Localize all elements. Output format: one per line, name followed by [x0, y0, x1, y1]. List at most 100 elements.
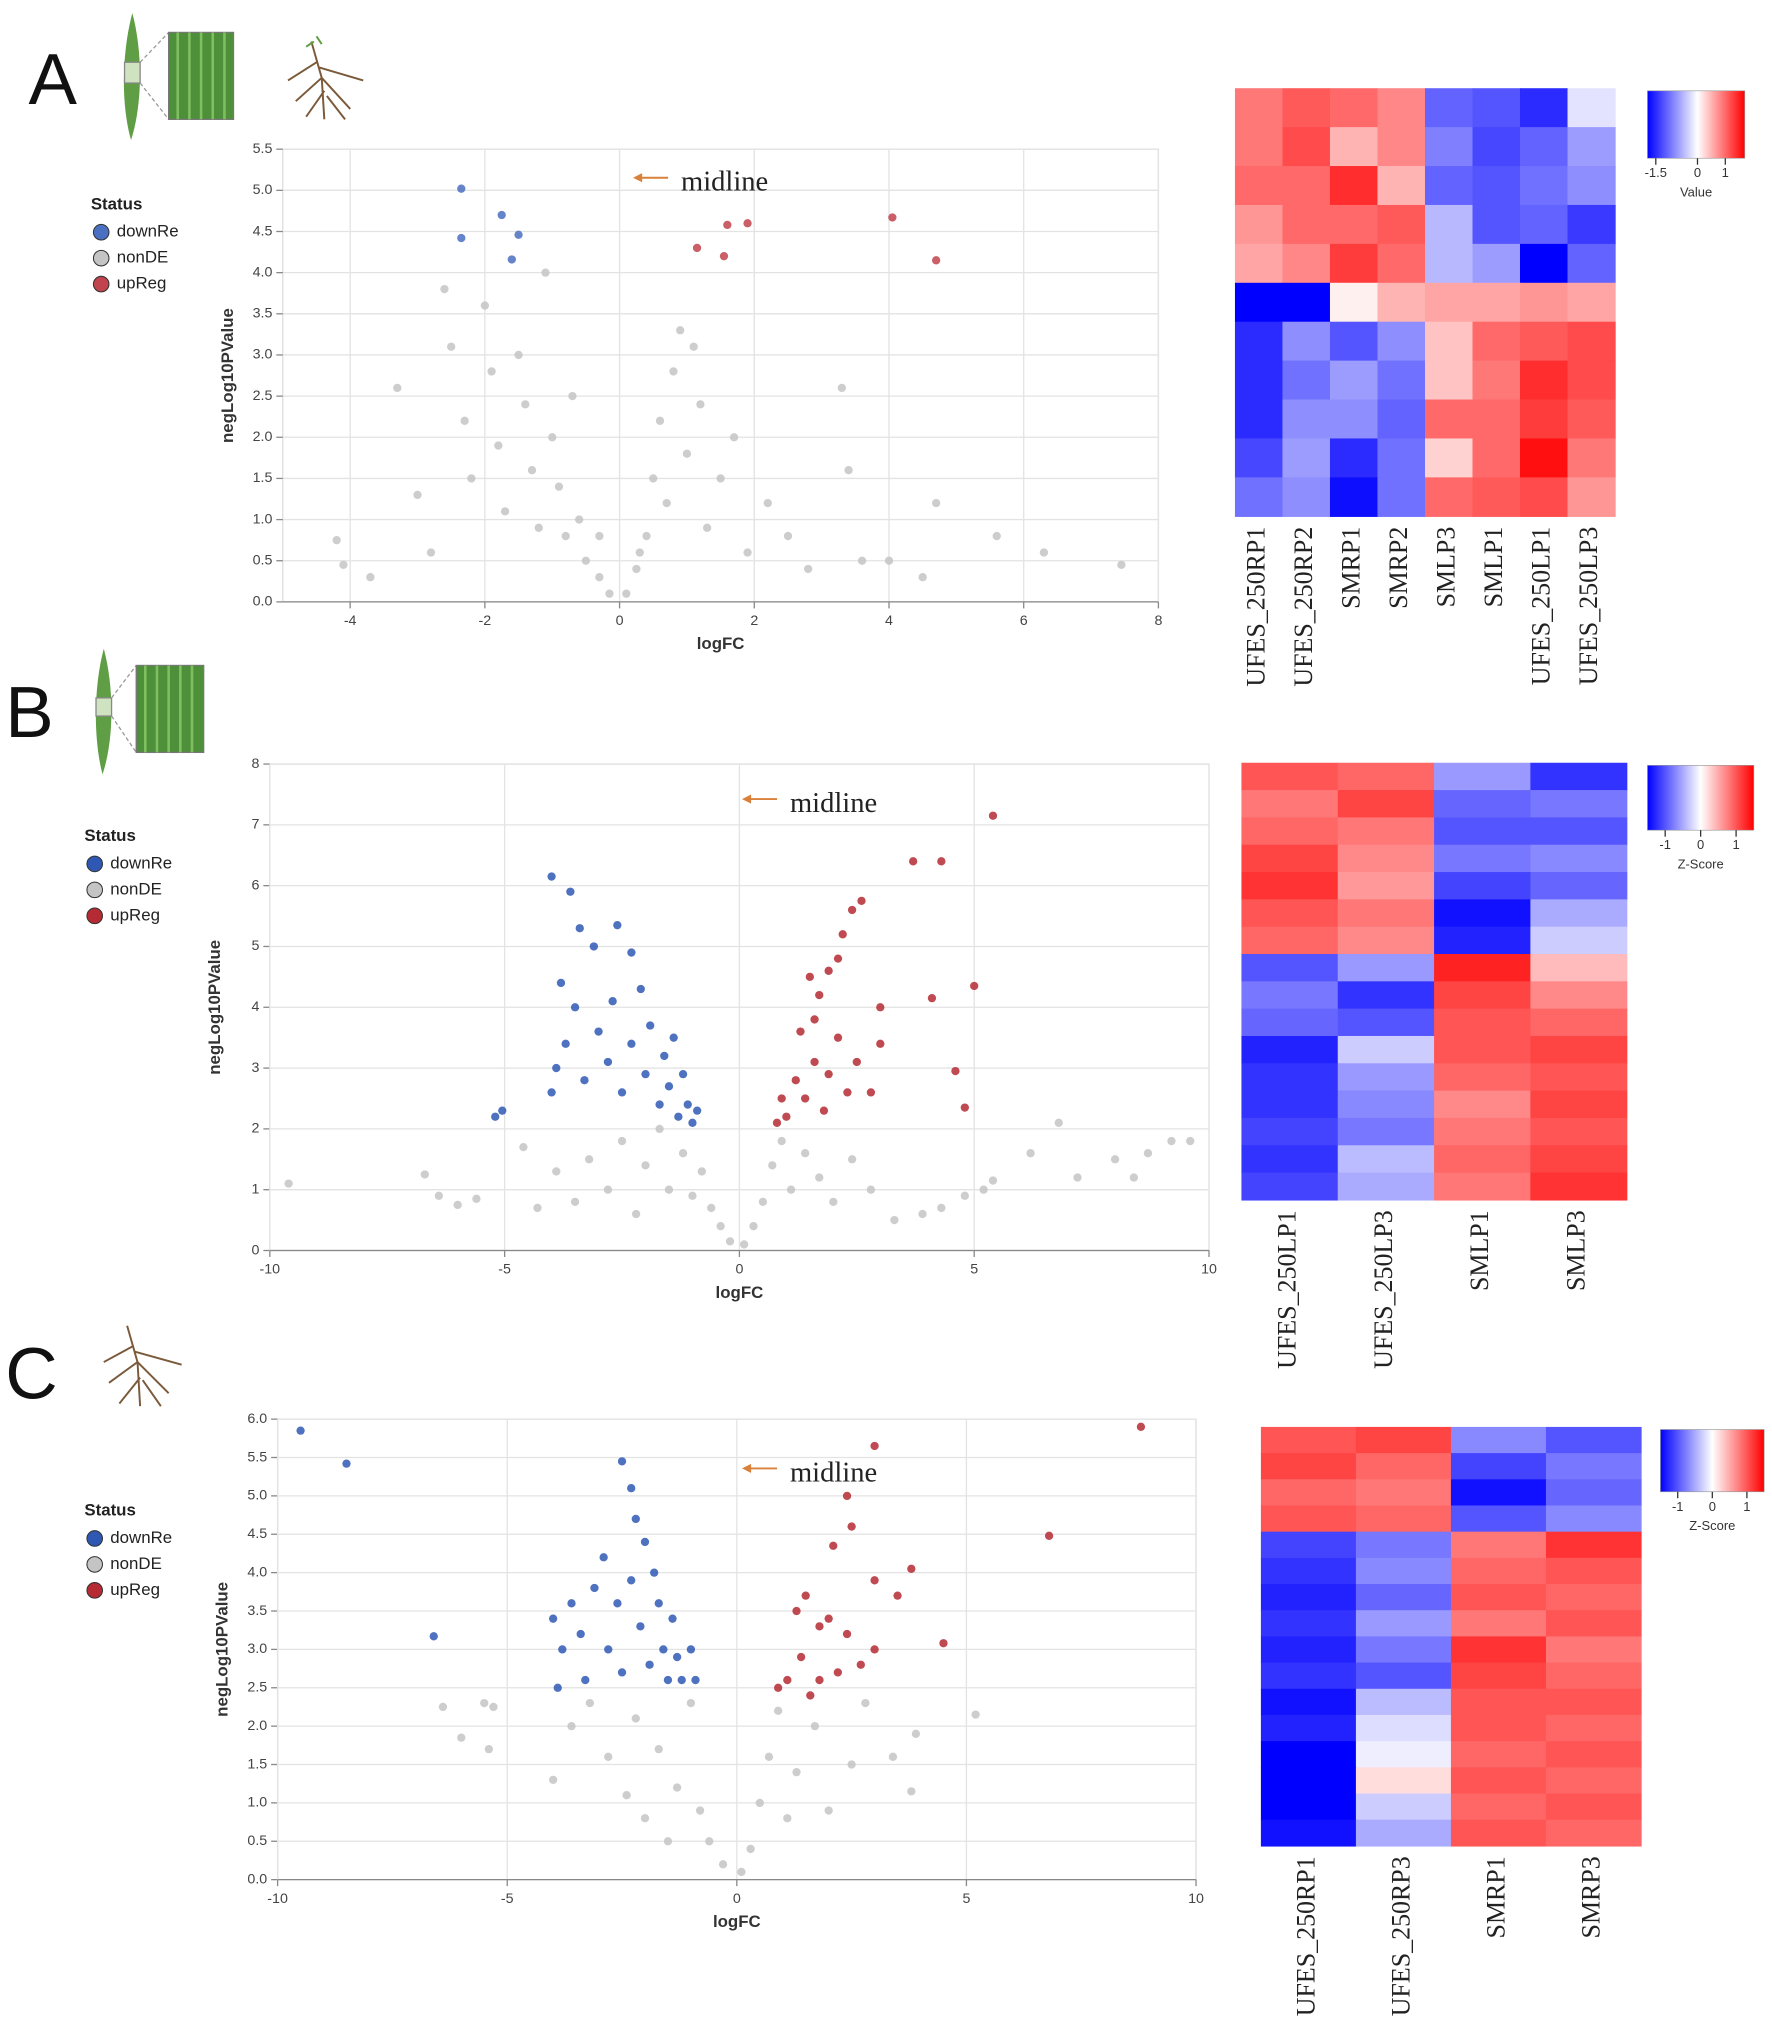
data-point [695, 1806, 705, 1815]
y-tick-label: 1.0 [253, 511, 273, 527]
y-axis-label: negLog10PValue [213, 1582, 232, 1717]
data-point [678, 1070, 688, 1079]
heatmap-cell [1260, 1453, 1357, 1480]
heatmap-cell [1260, 1557, 1357, 1585]
legend-swatch [92, 275, 110, 293]
data-point [494, 441, 503, 450]
heatmap-cell [1545, 1453, 1642, 1480]
data-point [659, 1645, 668, 1654]
data-point [702, 523, 712, 532]
data-point [575, 924, 584, 933]
colorbar-label: Value [1680, 185, 1712, 200]
data-point [608, 997, 617, 1006]
data-point [627, 1484, 636, 1493]
legend-label: downRe [110, 1528, 172, 1547]
data-point [489, 1702, 498, 1712]
data-point [527, 466, 537, 475]
heatmap-cell [1377, 127, 1426, 167]
data-point [649, 474, 658, 483]
heatmap-cell [1355, 1557, 1452, 1585]
y-tick-label: 5 [252, 938, 260, 954]
data-point [719, 252, 729, 261]
data-point [604, 1752, 613, 1761]
data-point [806, 1691, 815, 1700]
heatmap-cell [1450, 1662, 1547, 1690]
panel-label: C [5, 1333, 57, 1414]
heatmap-cell [1377, 166, 1426, 206]
data-point [746, 1844, 755, 1854]
data-point [534, 523, 543, 532]
legend-title: Status [84, 1501, 136, 1520]
data-point [810, 1721, 820, 1731]
y-tick-label: 5.5 [253, 141, 273, 157]
data-point [548, 1775, 558, 1785]
heatmap-cell [1545, 1793, 1642, 1821]
data-point [837, 383, 846, 393]
data-point [664, 1185, 674, 1194]
data-point [909, 857, 918, 866]
legend-label: upReg [110, 1580, 160, 1599]
data-point [457, 1733, 466, 1742]
heatmap-cell [1530, 790, 1628, 819]
y-tick-label: 4.5 [247, 1526, 267, 1542]
heatmap-cell [1282, 438, 1331, 479]
y-tick-label: 8 [252, 756, 260, 772]
heatmap-cell [1241, 926, 1339, 955]
data-point [440, 284, 449, 294]
heatmap-cell [1234, 88, 1284, 128]
heatmap-cell [1567, 438, 1616, 479]
data-point [420, 1170, 429, 1179]
data-point [558, 1645, 567, 1654]
heatmap-cell [1241, 1172, 1339, 1201]
data-point [576, 1629, 585, 1639]
data-point [594, 1027, 603, 1036]
heatmap-cell [1424, 438, 1474, 479]
heatmap-cell [1282, 360, 1331, 401]
y-tick-label: 2.0 [247, 1718, 267, 1734]
heatmap-cell [1337, 844, 1435, 873]
data-point [631, 1714, 640, 1723]
data-point [931, 256, 941, 265]
heatmap-cell [1337, 1090, 1435, 1119]
data-point [777, 1094, 786, 1103]
heatmap-cell [1450, 1479, 1547, 1507]
data-point [857, 556, 867, 565]
data-point [796, 1652, 806, 1662]
heatmap-cell [1355, 1662, 1452, 1690]
heatmap-cell [1329, 166, 1379, 206]
data-point [284, 1179, 293, 1188]
heatmap-cell [1260, 1819, 1357, 1847]
heatmap-cell [1337, 1008, 1435, 1037]
data-point [857, 896, 866, 906]
annotation: midline [790, 1457, 877, 1488]
root-illustration-a [287, 35, 364, 120]
heatmap-cell [1545, 1610, 1642, 1638]
heatmap-cell [1329, 399, 1379, 440]
colorbar-label: Z-Score [1689, 1518, 1735, 1533]
y-axis-label: negLog10PValue [218, 308, 237, 443]
heatmap-cell [1424, 360, 1474, 401]
data-point [655, 416, 665, 425]
data-point [438, 1702, 448, 1712]
data-point [646, 1021, 655, 1030]
legend-label: downRe [110, 853, 172, 872]
data-point [642, 531, 651, 541]
heatmap-cell [1329, 243, 1379, 284]
heatmap-cell [1355, 1584, 1452, 1611]
heatmap-cell [1530, 1117, 1628, 1146]
heatmap-cell [1434, 872, 1532, 901]
data-point [590, 1583, 599, 1593]
data-point [613, 1599, 622, 1608]
y-tick-label: 0.5 [247, 1833, 267, 1849]
heatmap-cell [1545, 1636, 1642, 1664]
data-point [603, 1185, 613, 1194]
heatmap-cell [1530, 1063, 1628, 1092]
x-tick-label: -5 [501, 1891, 514, 1907]
heatmap-cell [1450, 1610, 1547, 1638]
heatmap-cell [1530, 981, 1628, 1010]
data-point [1073, 1173, 1082, 1182]
x-tick-label: 10 [1188, 1891, 1204, 1907]
data-point [801, 1591, 810, 1600]
heatmap-cell [1337, 1172, 1435, 1201]
colorbar-tick-label: 1 [1732, 837, 1739, 852]
